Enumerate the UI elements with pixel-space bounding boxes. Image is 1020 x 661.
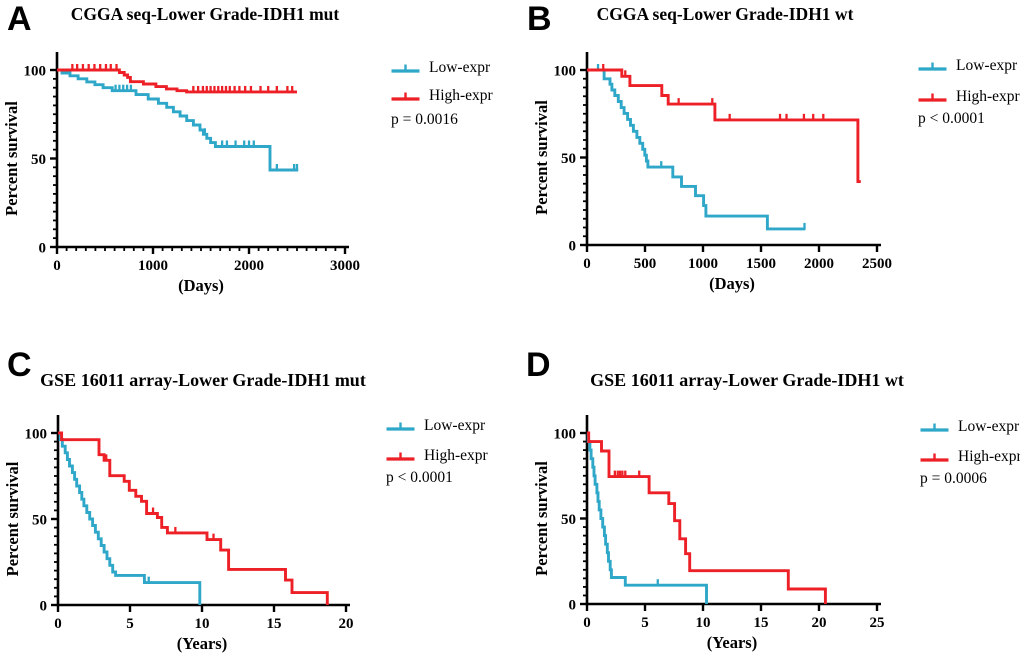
x-tick-label: 1500: [746, 256, 776, 272]
x-tick-label: 20: [812, 615, 827, 631]
high-expr-curve: [587, 431, 827, 604]
panel-letter-b: B: [527, 0, 552, 38]
x-tick-label: 10: [195, 616, 210, 632]
panel-letter-c: C: [7, 346, 32, 384]
low-expr-curve: [587, 68, 806, 231]
y-tick-label: 0: [40, 599, 48, 615]
legend-label-high: High-expr: [956, 88, 1020, 105]
high-expr-censor-line-icon: [918, 93, 947, 102]
x-tick-label: 25: [870, 615, 885, 631]
legend-label-low: Low-expr: [424, 417, 486, 434]
x-tick-label: 1000: [138, 258, 168, 274]
legend-row-high-d: High-expr: [920, 448, 1020, 466]
low-expr-curve: [586, 431, 708, 604]
x-axis-title: (Years): [177, 634, 227, 653]
panel-a: 0 50 100 0 1000 2000 3000 (Days) Percent surviva…: [0, 0, 510, 330]
x-tick-label: 0: [54, 616, 62, 632]
x-tick-label: 5: [126, 616, 134, 632]
y-tick-label: 0: [39, 241, 47, 257]
x-tick-label: 15: [754, 615, 769, 631]
x-tick-label: 1000: [688, 256, 718, 272]
x-tick-label: 5: [641, 615, 649, 631]
x-tick-label: 2500: [862, 256, 892, 272]
legend-row-low-a: Low-expr: [391, 59, 490, 77]
high-expr-censor-line-icon: [386, 452, 415, 461]
x-axis-title: (Days): [709, 274, 755, 293]
legend-label-high: High-expr: [424, 447, 488, 464]
km-plot-d: 0 50 100 0 5 10 15 20 25 (Years) Percent survival: [532, 415, 885, 652]
p-value-c: p < 0.0001: [386, 469, 453, 486]
panel-b: 0 50 100 0 500 1000 1500 2000 2500 (Days) Percent …: [510, 0, 1020, 330]
low-expr-censor-line-icon: [386, 422, 415, 431]
x-axis-title: (Days): [178, 276, 224, 295]
x-tick-label: 2000: [234, 258, 264, 274]
panel-title-b: CGGA seq-Lower Grade-IDH1 wt: [596, 4, 854, 24]
x-axis-title: (Years): [707, 633, 757, 652]
x-tick-label: 0: [583, 615, 591, 631]
y-tick-label: 50: [31, 152, 46, 168]
legend-label-low: Low-expr: [956, 57, 1018, 74]
panel-d: 0 50 100 0 5 10 15 20 25 (Years) Percent survival …: [510, 330, 1020, 661]
y-tick-label: 100: [24, 64, 47, 80]
high-expr-curve: [587, 68, 861, 184]
x-tick-label: 0: [583, 256, 591, 272]
panel-letter-d: D: [526, 346, 551, 384]
y-tick-label: 50: [32, 513, 47, 529]
p-value-b: p < 0.0001: [918, 110, 985, 127]
high-expr-censor-line-icon: [920, 453, 949, 462]
y-tick-label: 0: [569, 598, 577, 614]
legend-row-high-a: High-expr: [391, 87, 493, 105]
y-axis-title: Percent survival: [532, 461, 551, 576]
x-tick-label: 0: [53, 258, 61, 274]
legend-row-high-b: High-expr: [918, 88, 1020, 106]
y-tick-label: 100: [25, 427, 48, 443]
y-tick-label: 100: [554, 427, 577, 443]
x-tick-label: 10: [696, 615, 711, 631]
x-tick-label: 3000: [330, 258, 360, 274]
legend-row-low-b: Low-expr: [918, 57, 1017, 75]
panel-title-c: GSE 16011 array-Lower Grade-IDH1 mut: [40, 370, 366, 390]
y-tick-label: 100: [554, 64, 577, 80]
high-expr-censor-line-icon: [391, 92, 420, 101]
legend-label-high: High-expr: [429, 87, 493, 104]
high-expr-curve: [57, 68, 297, 94]
p-value-a: p = 0.0016: [391, 111, 458, 128]
p-value-d: p = 0.0006: [920, 470, 987, 487]
x-tick-label: 2000: [804, 256, 834, 272]
x-tick-label: 15: [267, 616, 282, 632]
y-tick-label: 50: [561, 151, 576, 167]
high-expr-curve: [58, 431, 329, 605]
low-expr-curve: [58, 431, 202, 605]
x-tick-label: 20: [339, 616, 354, 632]
panel-title-d: GSE 16011 array-Lower Grade-IDH1 wt: [590, 370, 904, 390]
panel-title-a: CGGA seq-Lower Grade-IDH1 mut: [70, 4, 340, 24]
panel-letter-a: A: [7, 0, 32, 38]
legend-label-high: High-expr: [958, 448, 1020, 465]
panel-c: 0 50 100 0 5 10 15 20 (Years) Percent survival C …: [0, 330, 510, 661]
low-expr-censor-line-icon: [920, 423, 949, 432]
y-axis-title: Percent survival: [3, 461, 22, 576]
low-expr-censor-line-icon: [391, 64, 420, 73]
km-plot-c: 0 50 100 0 5 10 15 20 (Years) Percent survival: [3, 415, 354, 653]
low-expr-curve: [57, 68, 299, 172]
y-axis-title: Percent survival: [2, 101, 21, 216]
legend-label-low: Low-expr: [958, 418, 1020, 435]
y-tick-label: 50: [561, 512, 576, 528]
x-tick-label: 500: [634, 256, 657, 272]
y-tick-label: 0: [569, 239, 577, 255]
legend-row-high-c: High-expr: [386, 447, 488, 465]
legend-row-low-c: Low-expr: [386, 417, 485, 435]
legend-label-low: Low-expr: [429, 59, 491, 76]
y-axis-title: Percent survival: [532, 100, 551, 215]
low-expr-censor-line-icon: [918, 62, 947, 71]
legend-row-low-d: Low-expr: [920, 418, 1019, 436]
